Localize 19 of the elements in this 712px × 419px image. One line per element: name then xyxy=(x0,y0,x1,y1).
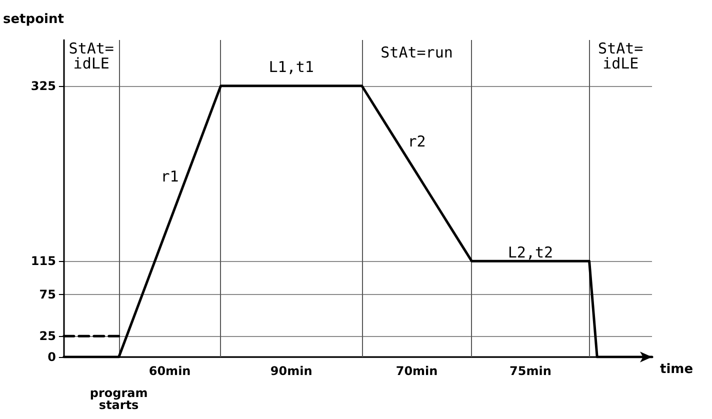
y-tick-label: 0 xyxy=(48,350,56,364)
annotation: StAt= idLE xyxy=(598,39,644,72)
y-tick-label: 115 xyxy=(30,254,56,268)
text: 75min xyxy=(510,364,552,378)
annotation: L1,t1 xyxy=(268,58,314,76)
annotation: StAt=run xyxy=(380,44,453,62)
y-tick-label: 75 xyxy=(39,287,56,302)
annotation: r1 xyxy=(160,167,179,186)
x-axis-title: time xyxy=(660,362,694,377)
annotation: r2 xyxy=(408,132,426,150)
y-axis-title: setpoint xyxy=(2,12,64,27)
text: 60min xyxy=(148,364,191,378)
text: 70min xyxy=(396,364,438,378)
text: 90min xyxy=(270,364,312,378)
text: program starts xyxy=(90,386,148,412)
y-tick-label: 25 xyxy=(39,329,56,344)
annotation: StAt= idLE xyxy=(68,39,114,72)
y-tick-label: 325 xyxy=(30,78,56,93)
annotation: L2,t2 xyxy=(508,243,554,262)
